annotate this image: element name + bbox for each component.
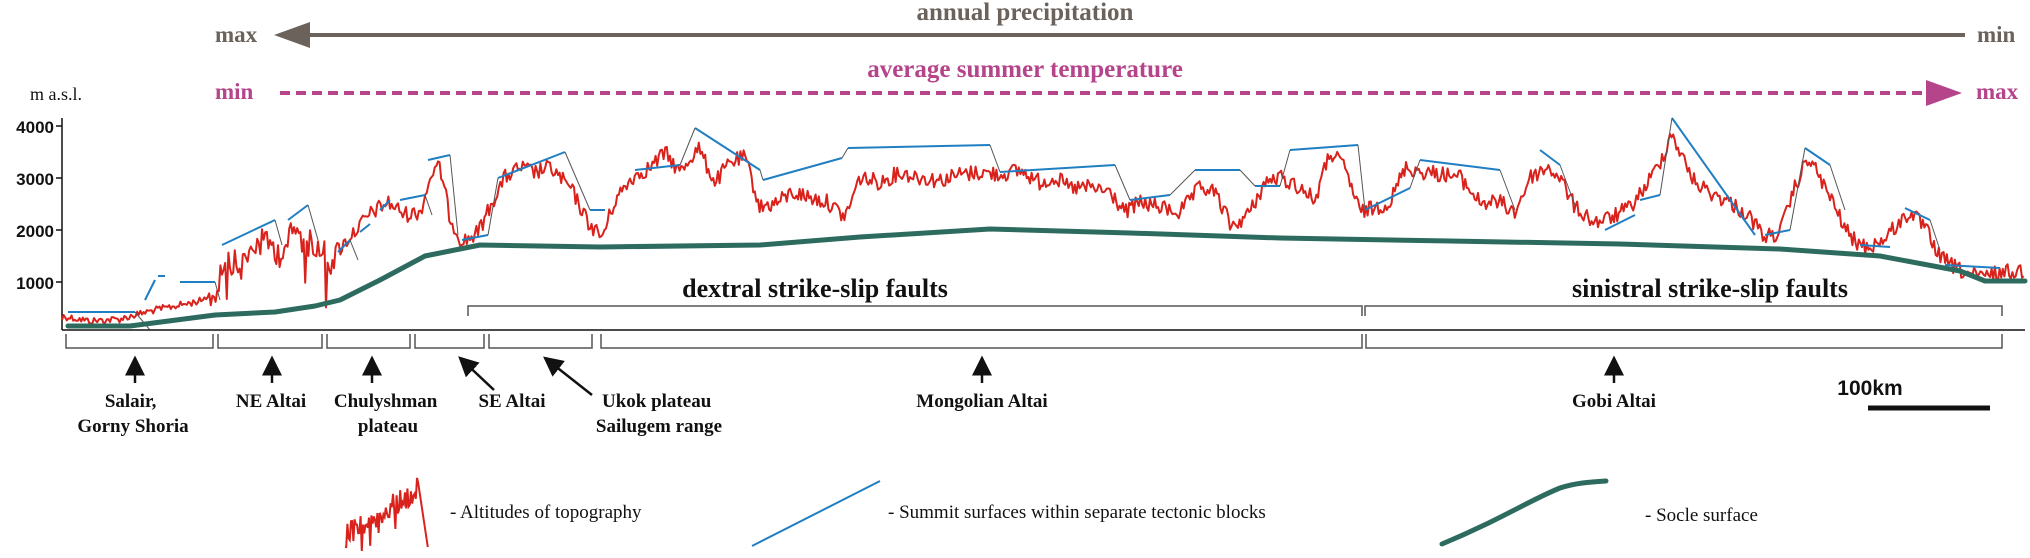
y-axis-label: m a.s.l. (30, 84, 82, 104)
block-boundary (1659, 117, 1673, 196)
block-boundary (564, 151, 591, 211)
summit-segment (694, 127, 761, 171)
block-boundary (349, 239, 359, 261)
y-ticks (56, 125, 62, 283)
fault-bracket-dextral (467, 305, 1363, 316)
summit-segment (287, 204, 309, 221)
fault-bracket-sinistral (1364, 305, 2003, 316)
legend-socle-label: - Socle surface (1645, 505, 1758, 526)
region-label-ne-altai: NE Altai (236, 391, 306, 412)
block-boundary (1279, 149, 1291, 187)
block-boundary (307, 204, 319, 241)
precip-right-label: min (1977, 22, 2016, 47)
temp-label-bg (830, 55, 1220, 85)
block-boundary (1169, 169, 1196, 196)
block-boundary (759, 169, 764, 181)
summit-segment (1764, 229, 1791, 236)
summit-segment (221, 219, 276, 246)
dextral-label-bg (640, 272, 990, 304)
dextral-label: dextral strike-slip faults (682, 274, 948, 303)
summit-segment (379, 199, 391, 211)
summit-segment (1944, 264, 2001, 269)
summit-segment (497, 151, 566, 179)
temp-left-label: min (215, 79, 254, 104)
summit-segment (337, 239, 351, 253)
summit-segment (1904, 207, 1931, 221)
legend-summit-swatch (751, 480, 881, 547)
summit-segment (1604, 214, 1636, 231)
summit-segment (1539, 149, 1561, 166)
summit-segment (1671, 117, 1756, 236)
summit-segment (1289, 144, 1359, 151)
region-label-ukok: Ukok plateau Sailugem range (596, 391, 722, 437)
block-boundary (1829, 164, 1846, 211)
block-boundary (1409, 159, 1421, 189)
region-arrows (125, 355, 1624, 396)
summit-segment (359, 223, 371, 233)
region-label-mongolian-altai: Mongolian Altai (916, 391, 1047, 412)
block-boundary (1114, 164, 1131, 201)
legend-topography-swatch (344, 477, 429, 552)
summit-surfaces (68, 117, 2001, 313)
region-label-chulyshman: Chulyshman plateau (334, 391, 442, 437)
y-tick-1000: 1000 (16, 274, 54, 293)
block-boundary (989, 144, 1001, 173)
summit-segment (1364, 187, 1411, 211)
temp-title: average summer temperature (867, 56, 1183, 83)
block-boundary (1789, 147, 1806, 231)
precip-arrowhead (274, 22, 310, 48)
block-boundary (214, 281, 221, 301)
socle-surface (65, 226, 2028, 329)
scale-bar-label: 100km (1837, 377, 1902, 400)
region-label-salair: Salair, Gorny Shoria (77, 391, 189, 437)
summit-segment (1129, 194, 1171, 201)
block-boundary (1357, 144, 1366, 211)
summit-segment (847, 144, 991, 149)
region-label-gobi-altai: Gobi Altai (1572, 391, 1656, 412)
block-boundary (841, 147, 849, 159)
summit-segment (634, 164, 681, 171)
precip-label-bg (885, 0, 1165, 28)
block-boundary (274, 219, 283, 246)
block-boundary (134, 311, 151, 331)
summit-segment (1804, 147, 1831, 166)
summit-segment (999, 164, 1116, 173)
block-boundary (1499, 169, 1516, 211)
summit-segment (1419, 159, 1501, 171)
summit-segment (461, 234, 489, 241)
block-boundaries (134, 117, 1941, 331)
summit-segment (762, 157, 843, 181)
sinistral-label: sinistral strike-slip faults (1572, 274, 1848, 303)
block-boundary (1559, 164, 1576, 206)
legend-summit-label: - Summit surfaces within separate tecton… (888, 502, 1266, 523)
block-boundary (449, 154, 459, 236)
region-brackets (65, 334, 2003, 349)
y-tick-3000: 3000 (16, 170, 54, 189)
summit-segment (1859, 244, 1891, 248)
block-boundary (679, 127, 696, 166)
summit-segment (1639, 194, 1661, 201)
block-boundary (487, 177, 499, 236)
block-boundary (1239, 169, 1256, 187)
precip-left-label: max (215, 22, 258, 47)
block-boundary (1929, 219, 1941, 251)
y-tick-4000: 4000 (16, 118, 54, 137)
block-boundary (424, 194, 433, 216)
sinistral-label-bg (1530, 272, 1890, 304)
summit-segment (399, 194, 426, 201)
region-label-se-altai: SE Altai (478, 391, 545, 412)
temp-arrowhead (1926, 80, 1962, 106)
summit-segment (427, 154, 451, 161)
temp-right-label: max (1976, 79, 2019, 104)
y-tick-2000: 2000 (16, 222, 54, 241)
legend-socle-swatch (1439, 478, 1609, 547)
legend-topography-label: - Altitudes of topography (450, 502, 642, 523)
summit-segment (144, 279, 156, 301)
precip-title: annual precipitation (917, 0, 1134, 26)
